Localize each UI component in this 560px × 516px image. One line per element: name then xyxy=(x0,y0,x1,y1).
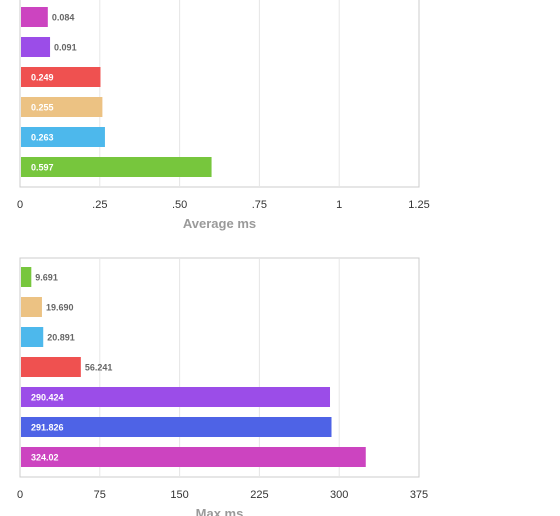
chart-2: 9.691 19.690 20.891 56.241 290.424 291.826 324… xyxy=(17,257,428,516)
x-tick-label: 0 xyxy=(17,199,23,211)
x-tick-label: 0 xyxy=(17,489,23,501)
bar xyxy=(21,127,105,147)
bar-value-label: 0.091 xyxy=(54,43,77,53)
bar xyxy=(21,387,331,407)
x-tick-label: 75 xyxy=(94,489,106,501)
bar-value-label: 56.241 xyxy=(85,363,113,373)
bar xyxy=(21,447,366,467)
plot-area xyxy=(19,0,420,188)
x-tick-label: 300 xyxy=(330,489,348,501)
bar xyxy=(21,327,44,347)
bar-value-label: 0.597 xyxy=(31,163,54,173)
bar xyxy=(21,417,332,437)
bar-value-label: 19.690 xyxy=(46,303,74,313)
x-tick-label: .75 xyxy=(252,199,267,211)
bar xyxy=(21,7,48,27)
x-tick-label: .25 xyxy=(92,199,107,211)
bar-value-label: 0.084 xyxy=(52,13,75,23)
bar-value-label: 0.263 xyxy=(31,133,54,143)
bar-value-label: 290.424 xyxy=(31,393,64,403)
bar-value-label: 9.691 xyxy=(35,273,58,283)
x-tick-label: 150 xyxy=(170,489,188,501)
x-axis-title: Average ms xyxy=(183,216,256,231)
bar xyxy=(21,297,42,317)
bar xyxy=(21,157,212,177)
bar xyxy=(21,357,81,377)
plot-area xyxy=(19,257,420,478)
bar-value-label: 20.891 xyxy=(47,333,75,343)
bar-value-label: 291.826 xyxy=(31,423,64,433)
x-tick-label: 1.25 xyxy=(408,199,429,211)
x-tick-label: 225 xyxy=(250,489,268,501)
x-tick-label: .50 xyxy=(172,199,187,211)
bar-value-label: 324.02 xyxy=(31,453,59,463)
x-axis-title: Max ms xyxy=(196,506,244,516)
x-tick-label: 1 xyxy=(336,199,342,211)
bar-value-label: 0.249 xyxy=(31,73,54,83)
x-tick-label: 375 xyxy=(410,489,428,501)
bar xyxy=(21,97,103,117)
bar xyxy=(21,37,51,57)
bar xyxy=(21,267,32,287)
bar-value-label: 0.255 xyxy=(31,103,54,113)
chart-1: 0.084 0.091 0.249 0.255 0.263 0.597 0 .25 .50 .75… xyxy=(17,0,430,231)
bar xyxy=(21,67,101,87)
